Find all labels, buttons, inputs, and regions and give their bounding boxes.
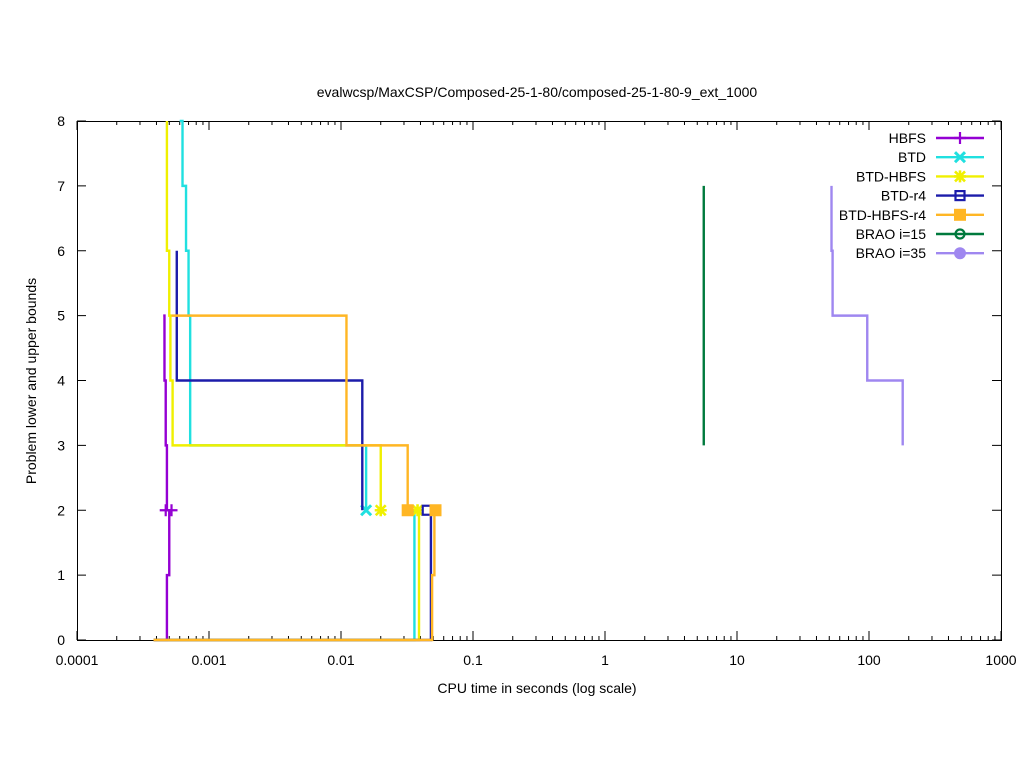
y-tick-label: 5 — [57, 308, 65, 324]
legend-label: BTD-HBFS — [856, 168, 926, 184]
legend-entry: BTD — [898, 149, 984, 165]
series-point — [401, 504, 414, 517]
series-point — [429, 504, 442, 517]
series-layer — [153, 119, 904, 642]
x-tick-label: 0.001 — [191, 652, 226, 668]
legend-entry: BTD-r4 — [881, 188, 984, 204]
legend-label: BTD — [898, 149, 926, 165]
series-line-upper — [171, 314, 409, 511]
x-tick-label: 0.0001 — [56, 652, 99, 668]
x-tick-label: 10 — [729, 652, 745, 668]
legend-label: BTD-r4 — [881, 188, 926, 204]
chart-title: evalwcsp/MaxCSP/Composed-25-1-80/compose… — [317, 84, 758, 100]
x-tick-label: 1 — [601, 652, 609, 668]
x-tick-label: 1000 — [985, 652, 1016, 668]
y-tick-label: 3 — [57, 437, 65, 453]
y-tick-label: 6 — [57, 243, 65, 259]
y-tick-label: 0 — [57, 632, 65, 648]
series-btd-hbfs-r4 — [153, 314, 442, 642]
series-line-lower — [153, 510, 416, 642]
legend-marker — [954, 228, 966, 240]
series-line-lower — [153, 510, 433, 642]
legend-marker — [954, 190, 966, 202]
series-line-upper — [163, 314, 169, 511]
y-axis: 0 1 2 3 4 5 6 7 8 — [57, 113, 1001, 648]
series-line-lower — [153, 510, 436, 642]
series-hbfs — [153, 314, 178, 642]
legend-marker — [954, 208, 966, 221]
y-tick-label: 7 — [57, 178, 65, 194]
legend-label: BRAO i=35 — [856, 245, 927, 261]
series-brao-i-35 — [830, 185, 904, 446]
legend-entry: BRAO i=35 — [856, 245, 984, 261]
x-tick-label: 0.1 — [463, 652, 483, 668]
legend-entry: BTD-HBFS-r4 — [839, 207, 984, 223]
legend-marker — [954, 132, 966, 144]
legend-label: BRAO i=15 — [856, 226, 927, 242]
legend-entry: BRAO i=15 — [856, 226, 984, 242]
legend-label: HBFS — [889, 130, 926, 146]
series-point — [165, 504, 178, 517]
legend-marker — [954, 170, 966, 183]
series-line-lower — [153, 510, 421, 642]
y-tick-label: 4 — [57, 373, 65, 389]
series-line-upper — [175, 250, 364, 511]
series-line-upper — [830, 185, 904, 446]
series-line-lower — [153, 510, 171, 642]
legend-marker — [953, 151, 967, 164]
series-line-upper — [165, 121, 382, 511]
y-tick-label: 2 — [57, 502, 65, 518]
y-axis-label: Problem lower and upper bounds — [23, 278, 39, 484]
x-tick-label: 100 — [857, 652, 881, 668]
x-axis: 0.0001 0.001 0.01 0.1 1 10 100 1000 — [56, 121, 1017, 668]
x-tick-label: 0.01 — [327, 652, 354, 668]
legend-marker — [954, 247, 966, 260]
series-point — [374, 504, 387, 517]
legend: HBFS BTD BTD-HBFS BTD-r4 BTD-HBFS-r4 BRAO i=1… — [839, 130, 984, 261]
y-tick-label: 1 — [57, 567, 65, 583]
x-axis-label: CPU time in seconds (log scale) — [437, 680, 636, 696]
legend-label: BTD-HBFS-r4 — [839, 207, 926, 223]
series-point — [411, 504, 424, 517]
legend-entry: HBFS — [889, 130, 984, 146]
legend-entry: BTD-HBFS — [856, 168, 984, 184]
y-tick-label: 8 — [57, 113, 65, 129]
